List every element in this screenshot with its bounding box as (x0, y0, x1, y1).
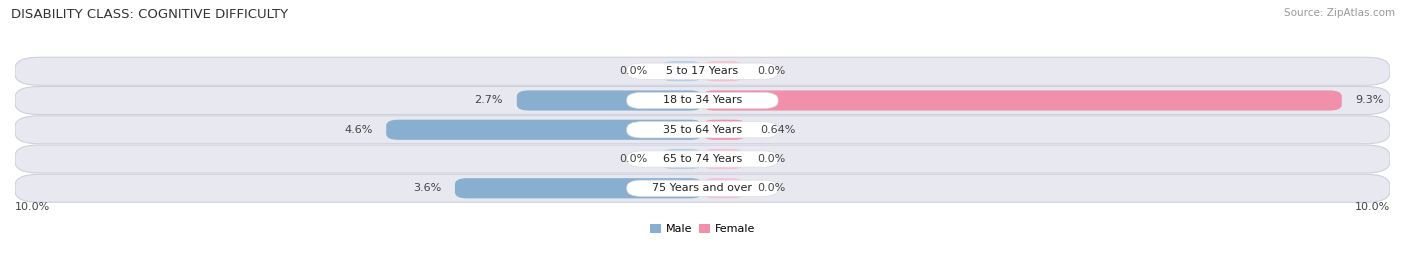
Text: 35 to 64 Years: 35 to 64 Years (662, 125, 742, 135)
Text: 2.7%: 2.7% (475, 96, 503, 106)
FancyBboxPatch shape (387, 120, 703, 140)
FancyBboxPatch shape (703, 90, 1341, 111)
FancyBboxPatch shape (661, 149, 703, 169)
FancyBboxPatch shape (15, 57, 1391, 85)
FancyBboxPatch shape (703, 149, 744, 169)
Text: 0.0%: 0.0% (758, 66, 786, 76)
FancyBboxPatch shape (703, 178, 744, 198)
FancyBboxPatch shape (627, 63, 778, 79)
FancyBboxPatch shape (15, 116, 1391, 144)
Legend: Male, Female: Male, Female (645, 220, 759, 239)
Text: 10.0%: 10.0% (1354, 202, 1391, 212)
FancyBboxPatch shape (456, 178, 703, 198)
FancyBboxPatch shape (627, 122, 778, 138)
FancyBboxPatch shape (517, 90, 703, 111)
Text: 75 Years and over: 75 Years and over (652, 183, 752, 193)
Text: 9.3%: 9.3% (1355, 96, 1384, 106)
Text: 18 to 34 Years: 18 to 34 Years (662, 96, 742, 106)
FancyBboxPatch shape (661, 61, 703, 81)
Text: 0.0%: 0.0% (619, 66, 647, 76)
FancyBboxPatch shape (627, 92, 778, 109)
FancyBboxPatch shape (703, 61, 744, 81)
Text: 3.6%: 3.6% (413, 183, 441, 193)
Text: Source: ZipAtlas.com: Source: ZipAtlas.com (1284, 8, 1395, 18)
Text: 5 to 17 Years: 5 to 17 Years (666, 66, 738, 76)
Text: 0.0%: 0.0% (758, 154, 786, 164)
FancyBboxPatch shape (15, 145, 1391, 173)
FancyBboxPatch shape (627, 180, 778, 196)
Text: 4.6%: 4.6% (344, 125, 373, 135)
Text: 65 to 74 Years: 65 to 74 Years (662, 154, 742, 164)
FancyBboxPatch shape (627, 151, 778, 167)
FancyBboxPatch shape (15, 174, 1391, 202)
FancyBboxPatch shape (703, 120, 747, 140)
Text: 0.0%: 0.0% (619, 154, 647, 164)
Text: 0.64%: 0.64% (761, 125, 796, 135)
Text: 10.0%: 10.0% (15, 202, 51, 212)
FancyBboxPatch shape (15, 86, 1391, 114)
Text: DISABILITY CLASS: COGNITIVE DIFFICULTY: DISABILITY CLASS: COGNITIVE DIFFICULTY (11, 8, 288, 21)
Text: 0.0%: 0.0% (758, 183, 786, 193)
